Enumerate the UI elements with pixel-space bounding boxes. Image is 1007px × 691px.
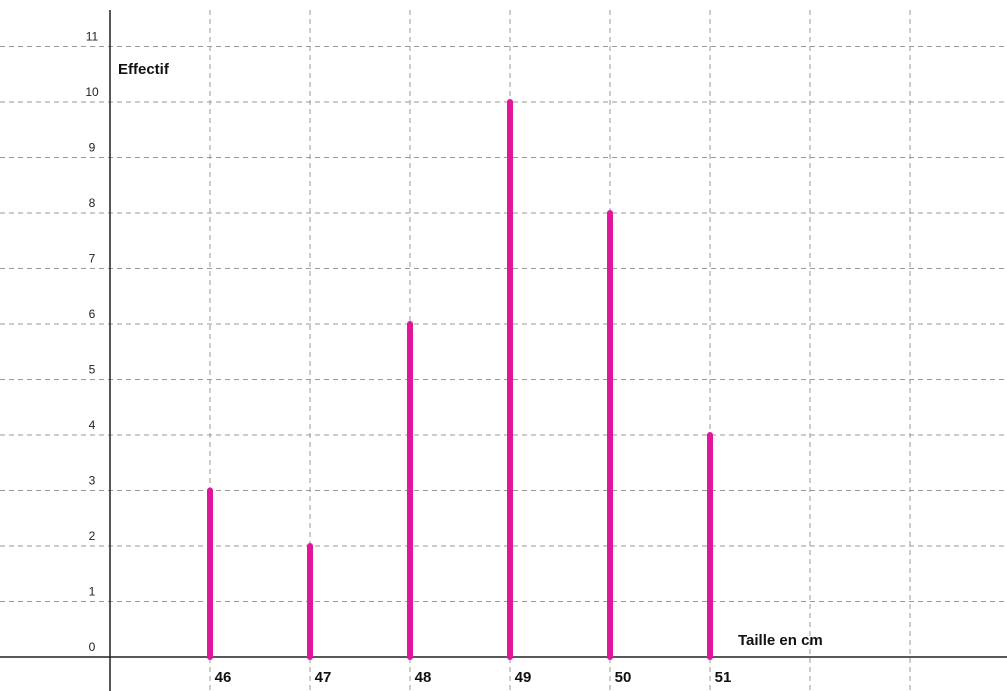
y-tick-label: 10 (85, 85, 99, 99)
x-tick-label: 47 (315, 669, 332, 686)
y-tick-label: 11 (86, 30, 99, 44)
y-tick-label: 8 (89, 196, 96, 210)
y-tick-label: 1 (89, 585, 96, 599)
x-tick-label: 46 (215, 669, 232, 686)
y-tick-labels: 0 1 2 3 4 5 6 7 8 9 10 11 (85, 30, 99, 655)
y-tick-label: 5 (89, 363, 96, 377)
bars (207, 99, 713, 660)
y-tick-label: 2 (89, 529, 96, 543)
x-tick-label: 50 (615, 669, 632, 686)
y-tick-label: 6 (89, 307, 96, 321)
x-axis-label: Taille en cm (738, 632, 823, 649)
x-tick-label: 51 (715, 669, 732, 686)
x-tick-label: 49 (515, 669, 532, 686)
y-tick-label: 0 (89, 640, 96, 654)
y-axis-label: Effectif (118, 61, 170, 78)
x-tick-label: 48 (415, 669, 432, 686)
y-tick-label: 7 (89, 252, 96, 266)
y-tick-label: 3 (89, 474, 96, 488)
y-tick-label: 4 (89, 418, 96, 432)
x-tick-labels: 46 47 48 49 50 51 (215, 669, 732, 686)
y-tick-label: 9 (89, 141, 96, 155)
axes (0, 10, 1007, 691)
grid (0, 10, 1007, 691)
